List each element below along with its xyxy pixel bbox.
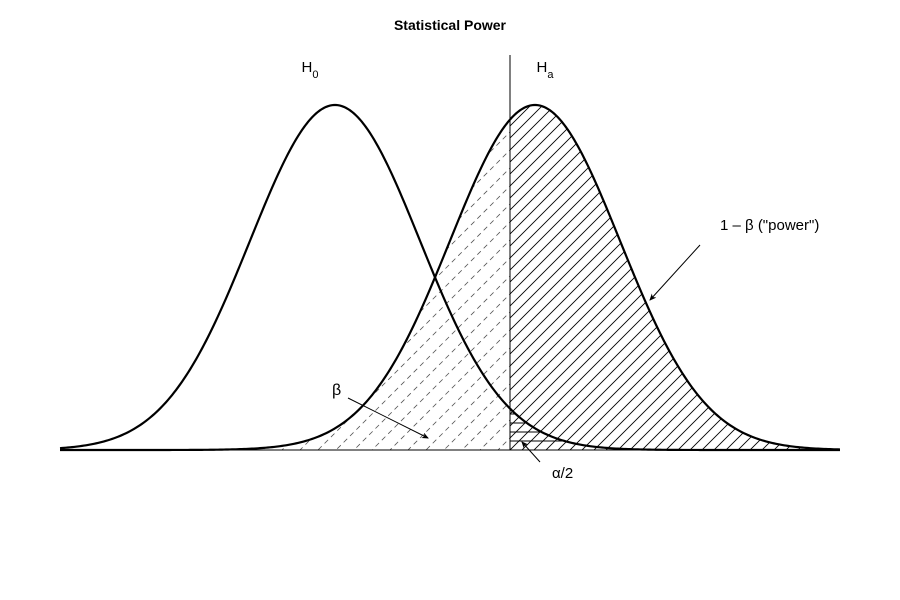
beta-annotation-text: β [332,382,341,399]
h0-curve [60,105,840,450]
alpha-region [0,0,900,594]
beta-annotation-arrow [348,398,428,438]
ha-label: Ha [537,59,555,81]
power-annotation-arrow [650,245,700,300]
ha-curve [60,105,840,450]
h0-label: H0 [302,59,319,81]
power-annotation-text: 1 – β ("power") [720,217,819,234]
power-region [0,0,900,600]
power-diagram: Statistical Power H0 Ha 1 – β ("power") … [0,0,900,600]
chart-title: Statistical Power [394,17,507,33]
alpha-annotation-text: α/2 [552,465,573,482]
beta-region [0,0,900,600]
alpha-annotation-arrow [522,442,540,462]
